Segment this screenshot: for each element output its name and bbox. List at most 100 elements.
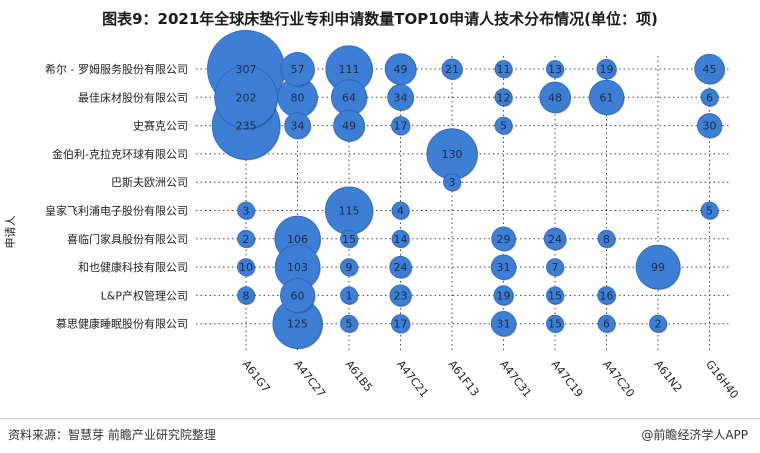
bubble [391, 229, 410, 248]
bubble-value-label: 34 [291, 120, 305, 133]
bubble-value-label: 2 [655, 318, 662, 331]
bubble-value-label: 24 [394, 261, 408, 274]
bubble [237, 258, 255, 277]
bubble-value-label: 48 [548, 91, 562, 104]
bubble [443, 173, 461, 192]
bubble-value-label: 7 [552, 261, 559, 274]
bubble-value-label: 8 [603, 233, 610, 246]
bubble-value-label: 125 [287, 318, 308, 331]
source-note: 资料来源：智慧芽 前瞻产业研究院整理 [8, 428, 216, 442]
bubble [441, 58, 463, 80]
bubble [546, 286, 564, 305]
bubble-value-label: 12 [497, 91, 511, 104]
bubble-value-label: 5 [346, 318, 353, 331]
bubble-value-label: 31 [497, 261, 511, 274]
y-tick-label: 皇家飞利浦电子股份有限公司 [45, 204, 188, 218]
bubble-value-label: 15 [548, 289, 562, 302]
bubble-value-label: 6 [603, 318, 610, 331]
bubble [340, 286, 358, 305]
bubble [546, 60, 564, 78]
bubble-value-label: 80 [291, 91, 305, 104]
bubble-value-label: 6 [706, 91, 713, 104]
bubble-value-label: 235 [236, 120, 257, 133]
bubble-value-label: 13 [548, 63, 562, 76]
y-tick-label: 史赛克公司 [133, 119, 188, 133]
bubble-value-label: 31 [497, 318, 511, 331]
bubble-value-label: 2 [243, 233, 250, 246]
bubble [280, 277, 315, 313]
x-tick-label: A47C21 [394, 358, 431, 400]
bubble [694, 53, 725, 85]
bubble-value-label: 60 [291, 289, 305, 302]
bubble [539, 81, 571, 113]
axis-labels: 希尔 - 罗姆服务股份有限公司最佳床材股份有限公司史赛克公司金伯利-克拉克环球有… [4, 62, 741, 401]
bubble-value-label: 10 [239, 261, 253, 274]
bubble [597, 286, 616, 305]
bubble-value-label: 5 [706, 205, 713, 218]
bubble-value-label: 29 [497, 233, 511, 246]
bubble-value-label: 130 [442, 148, 463, 161]
x-tick-label: A61N2 [652, 358, 685, 395]
bubble-value-label: 16 [600, 289, 614, 302]
bubble [237, 286, 255, 305]
bubble [214, 65, 278, 129]
bubble [389, 284, 412, 307]
bubble-value-label: 19 [600, 63, 614, 76]
bubble [546, 258, 564, 277]
bubble [340, 314, 358, 333]
bubble [490, 254, 517, 280]
x-tick-label: A47C31 [497, 358, 534, 400]
bubble-value-label: 111 [339, 63, 360, 76]
y-tick-label: 和也健康科技有限公司 [78, 260, 188, 274]
bubble-value-label: 106 [287, 233, 308, 246]
y-tick-label: 慕思健康睡眠股份有限公司 [56, 317, 188, 331]
bubble [700, 88, 719, 107]
bubble [543, 227, 567, 250]
y-tick-label: L&P产权管理公司 [101, 288, 188, 302]
bubble-value-label: 45 [703, 63, 717, 76]
bubble-value-label: 14 [394, 233, 408, 246]
bubble-value-label: 4 [397, 205, 404, 218]
bubble-value-label: 307 [236, 63, 257, 76]
bubble-value-label: 49 [394, 63, 408, 76]
bubble-value-label: 3 [243, 205, 250, 218]
bubble [391, 201, 410, 220]
bubble [340, 229, 358, 248]
bubble-value-label: 5 [500, 120, 507, 133]
y-axis-title: 申请人 [4, 216, 17, 249]
bubble [340, 258, 358, 277]
bubble-value-label: 3 [449, 176, 456, 189]
bubble [494, 88, 513, 107]
bubble-value-label: 15 [342, 233, 356, 246]
bubble [391, 314, 410, 334]
bubble [596, 59, 617, 79]
y-tick-label: 希尔 - 罗姆服务股份有限公司 [45, 62, 188, 76]
x-tick-label: A47C19 [549, 358, 586, 400]
bubble-value-label: 61 [600, 91, 614, 104]
bubble-value-label: 21 [445, 63, 459, 76]
bubble-value-label: 8 [243, 289, 250, 302]
bubble-value-label: 30 [703, 120, 717, 133]
bubble [284, 112, 311, 139]
bubble [546, 314, 564, 333]
bubble [490, 311, 517, 337]
bubble [237, 201, 255, 220]
x-tick-label: A47C20 [600, 358, 637, 400]
bubble [649, 314, 667, 333]
x-tick-label: A61B5 [343, 358, 375, 394]
bubble [493, 285, 514, 306]
bubble-value-label: 103 [287, 261, 308, 274]
bubble-value-label: 202 [236, 91, 257, 104]
bubble-value-label: 23 [394, 289, 408, 302]
bubble [237, 229, 255, 248]
y-tick-label: 巴斯夫欧洲公司 [111, 176, 188, 189]
bubble-value-label: 19 [497, 289, 511, 302]
bubble [391, 116, 410, 136]
bubble [494, 116, 513, 135]
x-tick-label: G16H40 [703, 358, 741, 401]
bubble-value-label: 34 [394, 91, 408, 104]
bubble [700, 201, 719, 220]
bubble [491, 226, 516, 252]
